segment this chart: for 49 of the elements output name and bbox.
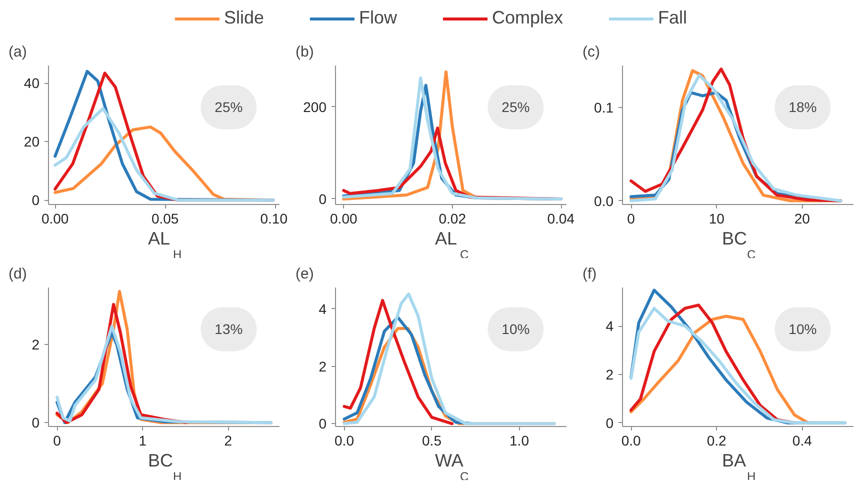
annotation: 10% — [502, 321, 530, 338]
annotation: 10% — [788, 321, 817, 338]
x-tick-label: 0.0 — [334, 432, 354, 448]
y-tick-label: 0 — [32, 192, 40, 208]
x-tick-label: 2 — [224, 432, 232, 448]
x-tick-label: 0.0 — [621, 432, 641, 448]
x-tick-label: 20 — [794, 210, 810, 226]
chart-title: (b) — [296, 44, 314, 60]
x-tick-label: 0.04 — [547, 210, 575, 226]
chart-title: (d) — [8, 266, 27, 282]
y-tick-label: 0 — [318, 190, 327, 207]
x-tick-label: 0 — [53, 432, 62, 448]
chart-title: (e) — [296, 266, 314, 282]
annotation: 25% — [502, 99, 530, 116]
x-tick-label: 0.10 — [260, 210, 288, 226]
y-tick-label: 40 — [24, 75, 40, 92]
y-tick-label: 0 — [318, 416, 327, 432]
y-tick-label: 4 — [606, 318, 614, 334]
x-tick-label: 0.05 — [151, 210, 179, 226]
x-tick-label: 0 — [627, 210, 636, 226]
y-tick-label: 0 — [32, 414, 40, 431]
annotation: 25% — [214, 99, 243, 116]
x-tick-label: 0.02 — [438, 210, 466, 226]
annotation: 13% — [214, 321, 243, 338]
x-tick-label: 10 — [708, 210, 725, 226]
y-tick-label: 20 — [24, 134, 40, 150]
legend-label: Fall — [658, 8, 688, 28]
annotation: 18% — [788, 99, 817, 116]
x-tick-label: 1.0 — [510, 432, 530, 448]
x-tick-label: 0.00 — [41, 210, 69, 226]
chart-title: (f) — [582, 266, 597, 282]
chart-title: (a) — [8, 44, 27, 60]
x-tick-label: 0.5 — [422, 432, 442, 448]
y-tick-label: 0.0 — [594, 192, 614, 209]
y-tick-label: 0 — [606, 414, 614, 431]
y-tick-label: 0.1 — [594, 99, 614, 116]
y-tick-label: 200 — [303, 98, 327, 115]
y-tick-label: 2 — [318, 358, 327, 374]
x-tick-label: 0.4 — [792, 432, 812, 448]
legend-label: Complex — [492, 8, 564, 28]
x-tick-label: 0.2 — [706, 432, 727, 448]
y-tick-label: 2 — [606, 366, 614, 383]
chart-title: (c) — [582, 44, 600, 60]
x-tick-label: 1 — [138, 432, 147, 448]
x-tick-label: 0.00 — [330, 210, 358, 226]
legend-label: Slide — [224, 8, 264, 28]
y-tick-label: 4 — [318, 300, 327, 317]
y-tick-label: 2 — [32, 336, 40, 352]
legend-label: Flow — [358, 8, 397, 28]
